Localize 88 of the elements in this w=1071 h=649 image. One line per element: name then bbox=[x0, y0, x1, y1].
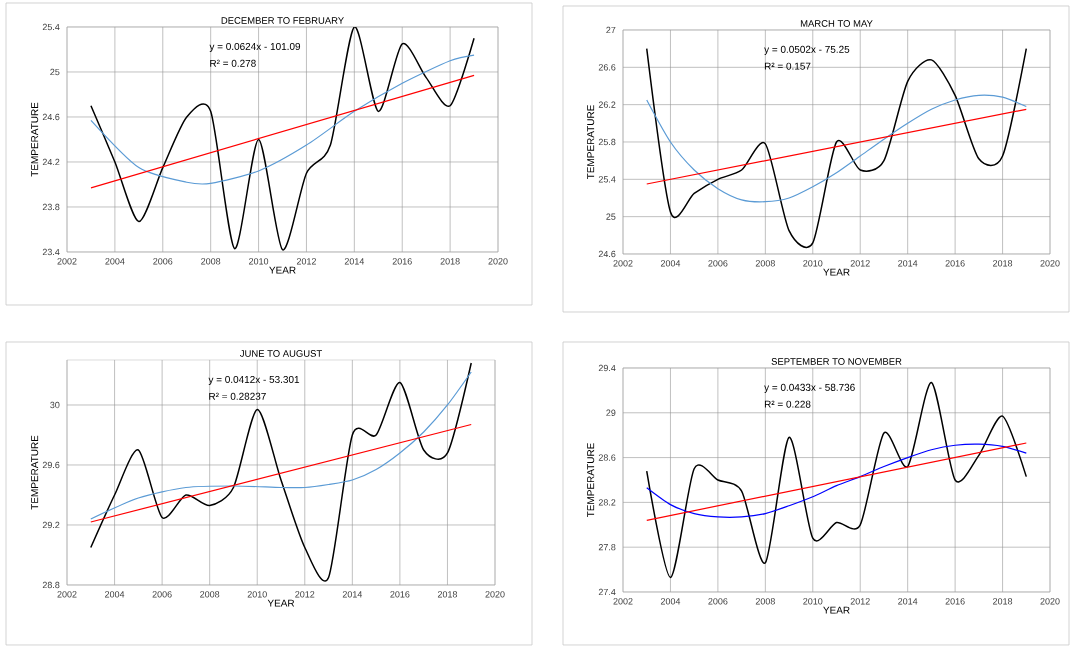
y-tick-label: 24.2 bbox=[42, 158, 60, 166]
y-tick-label: 24.6 bbox=[598, 250, 616, 258]
y-tick-label: 23.8 bbox=[42, 203, 60, 211]
x-tick-label: 2008 bbox=[755, 598, 775, 605]
y-tick-label: 26.6 bbox=[598, 64, 616, 71]
y-tick-label: 25 bbox=[50, 68, 60, 76]
x-tick-label: 2004 bbox=[105, 591, 125, 598]
x-tick-label: 2012 bbox=[850, 598, 870, 605]
x-tick-label: 2018 bbox=[440, 258, 460, 265]
y-tick-label: 24.6 bbox=[42, 113, 60, 121]
x-tick-label: 2016 bbox=[945, 598, 965, 605]
x-tick-label: 2004 bbox=[660, 260, 681, 267]
x-tick-label: 2014 bbox=[344, 258, 365, 265]
y-tick-label: 28.2 bbox=[598, 499, 616, 506]
x-tick-label: 2020 bbox=[1040, 598, 1060, 605]
x-tick-label: 2010 bbox=[249, 258, 269, 265]
y-tick-label: 29.6 bbox=[42, 461, 60, 469]
x-tick-label: 2006 bbox=[152, 591, 172, 598]
chart-title: JUNE TO AUGUST bbox=[239, 350, 322, 357]
line-series bbox=[646, 94, 1027, 203]
annotation: R² = 0.278 bbox=[210, 59, 256, 67]
chart-title: MARCH TO MAY bbox=[800, 20, 873, 27]
x-tick-label: 2016 bbox=[945, 260, 965, 267]
x-tick-label: 2020 bbox=[1040, 260, 1060, 267]
annotation: y = 0.0412x - 53.301 bbox=[208, 375, 300, 385]
y-tick-label: 25.4 bbox=[598, 176, 616, 183]
y-tick-label: 27.8 bbox=[598, 544, 616, 551]
y-tick-label: 25 bbox=[606, 213, 616, 220]
x-tick-label: 2008 bbox=[201, 258, 221, 265]
x-tick-label: 2010 bbox=[247, 591, 267, 598]
x-tick-label: 2002 bbox=[57, 591, 77, 598]
x-tick-label: 2012 bbox=[296, 258, 316, 265]
x-tick-label: 2014 bbox=[898, 598, 918, 605]
y-tick-label: 28.8 bbox=[42, 581, 60, 589]
x-tick-label: 2002 bbox=[57, 258, 77, 265]
y-tick-label: 30 bbox=[50, 401, 60, 409]
y-tick-label: 25.4 bbox=[42, 23, 60, 31]
y-tick-label: 27.4 bbox=[598, 588, 616, 596]
line-series bbox=[90, 371, 472, 520]
x-tick-label: 2016 bbox=[392, 258, 412, 265]
chart-title: DECEMBER TO FEBRUARY bbox=[221, 17, 344, 24]
y-tick-label: 28.6 bbox=[598, 454, 616, 461]
y-tick-label: 27 bbox=[606, 26, 616, 34]
x-tick-label: 2004 bbox=[105, 258, 125, 265]
annotation: R² = 0.28237 bbox=[209, 392, 266, 400]
x-tick-label: 2008 bbox=[755, 260, 775, 267]
x-tick-label: 2006 bbox=[153, 258, 173, 265]
line-series bbox=[90, 54, 475, 185]
y-tick-label: 29.4 bbox=[598, 364, 616, 372]
x-tick-label: 2008 bbox=[200, 591, 220, 598]
x-tick-label: 2010 bbox=[803, 260, 823, 267]
line-series bbox=[90, 26, 475, 251]
x-tick-label: 2018 bbox=[993, 260, 1013, 267]
y-axis-title: TEMPERATURE bbox=[587, 105, 595, 180]
x-axis-title: YEAR bbox=[267, 599, 295, 607]
annotation: y = 0.0502x - 75.25 bbox=[764, 45, 850, 55]
y-tick-label: 23.4 bbox=[42, 248, 60, 256]
x-axis-title: YEAR bbox=[823, 606, 850, 614]
line-series bbox=[645, 381, 1028, 579]
y-axis-title: TEMPERATURE bbox=[31, 435, 39, 510]
y-axis-title: TEMPERATURE bbox=[31, 102, 39, 177]
y-tick-label: 29.2 bbox=[42, 521, 60, 529]
y-tick-label: 29 bbox=[606, 409, 616, 416]
annotation: y = 0.0433x - 58.736 bbox=[764, 383, 855, 393]
x-tick-label: 2014 bbox=[342, 591, 363, 598]
y-axis-title: TEMPERATURE bbox=[587, 443, 595, 518]
annotation: R² = 0.228 bbox=[764, 400, 811, 408]
x-tick-label: 2004 bbox=[660, 598, 681, 605]
x-tick-label: 2018 bbox=[437, 591, 458, 598]
x-tick-label: 2002 bbox=[613, 260, 633, 267]
x-tick-label: 2006 bbox=[708, 598, 728, 605]
x-tick-label: 2012 bbox=[295, 591, 315, 598]
x-tick-label: 2010 bbox=[803, 598, 823, 605]
x-tick-label: 2020 bbox=[485, 591, 505, 598]
y-tick-label: 25.8 bbox=[598, 138, 616, 146]
x-axis-title: YEAR bbox=[823, 268, 850, 276]
x-tick-label: 2020 bbox=[488, 258, 508, 265]
annotation: R² = 0.157 bbox=[764, 62, 811, 70]
x-tick-label: 2006 bbox=[708, 260, 728, 267]
x-tick-label: 2018 bbox=[993, 598, 1013, 605]
x-axis-title: YEAR bbox=[269, 266, 296, 274]
x-tick-label: 2012 bbox=[850, 260, 870, 267]
chart-title: SEPTEMBER TO NOVEMBER bbox=[771, 358, 902, 365]
x-tick-label: 2002 bbox=[613, 598, 633, 605]
annotation: y = 0.0624x - 101.09 bbox=[209, 42, 301, 52]
x-tick-label: 2014 bbox=[898, 260, 918, 267]
x-tick-label: 2016 bbox=[390, 591, 410, 598]
y-tick-label: 26.2 bbox=[598, 101, 616, 108]
